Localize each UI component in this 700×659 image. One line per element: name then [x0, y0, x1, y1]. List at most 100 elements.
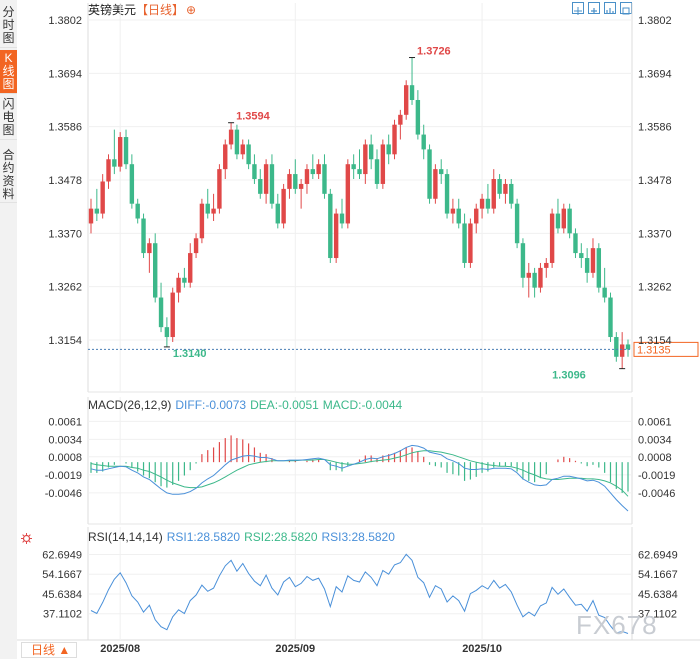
candle-body — [544, 262, 549, 268]
candle-body — [117, 137, 123, 167]
candle-body — [514, 203, 520, 244]
plus-circle-icon[interactable]: ⊕ — [186, 3, 197, 17]
candle-body — [240, 144, 245, 155]
candle-body — [619, 344, 625, 357]
candle-body — [304, 169, 310, 184]
candle-body — [193, 238, 199, 254]
candle-body — [211, 208, 216, 214]
macd-dea-line — [90, 450, 629, 497]
price-tick-label-right: 1.3586 — [638, 122, 672, 134]
macd-tick-label-left: 0.0034 — [48, 434, 82, 446]
candle-body — [450, 208, 456, 214]
chart-title: 英镑美元【日线】 ⊕ — [88, 3, 196, 17]
last-price-box — [633, 341, 699, 357]
price-tick-label-right: 1.3154 — [638, 335, 672, 347]
price-tick-label-left: 1.3802 — [48, 15, 82, 27]
candle-body — [374, 159, 380, 184]
candle-body — [549, 213, 555, 263]
x-tick-label: 2025/09 — [275, 643, 315, 655]
candle-body — [199, 203, 205, 239]
zoom-in-icon[interactable] — [588, 2, 600, 14]
candle-body — [345, 164, 351, 224]
price-tick-label-left: 1.3154 — [48, 335, 82, 347]
macd-tick-label-left: 0.0061 — [48, 416, 82, 428]
macd-tick-label-right: 0.0061 — [638, 416, 672, 428]
candle-body — [106, 159, 111, 182]
candle-body — [433, 169, 438, 199]
macd-tick-label-left: -0.0046 — [45, 488, 82, 500]
macd-tick-label-right: 0.0008 — [638, 452, 672, 464]
rsi3-value: RSI3:28.5820 — [321, 530, 395, 544]
macd-label: MACD(26,12,9) — [88, 398, 172, 412]
tab-contract-info[interactable]: 合约资料 — [0, 147, 17, 203]
macd-dea-value: DEA:-0.0051 — [250, 398, 319, 412]
macd-diff-line — [90, 444, 629, 512]
period-label: 【日线】 — [136, 3, 185, 17]
candle-body — [223, 144, 228, 170]
settings-icon[interactable] — [21, 531, 32, 544]
candle-body — [269, 164, 275, 204]
rsi-tick-label-left: 54.1667 — [42, 569, 82, 581]
candle-body — [538, 267, 543, 288]
candle-body — [176, 277, 181, 293]
rsi-label: RSI(14,14,14) — [88, 530, 163, 544]
rsi-tick-label-right: 54.1667 — [638, 569, 678, 581]
period-selector-button[interactable]: 日线 ▲ — [21, 642, 77, 658]
tab-timeshare[interactable]: 分时图 — [0, 4, 17, 48]
candle-body — [520, 243, 526, 278]
candle-body — [281, 188, 286, 224]
candle-body — [479, 198, 485, 209]
rsi-legend: RSI(14,14,14) RSI1:28.5820 RSI2:28.5820 RSI… — [88, 530, 395, 544]
price-tick-label-left: 1.3694 — [48, 68, 82, 80]
candle-body — [164, 327, 170, 338]
candle-body — [380, 144, 386, 184]
rsi-tick-label-right: 45.6384 — [638, 589, 678, 601]
candle-body — [584, 258, 590, 273]
candle-body — [258, 179, 263, 194]
candle-body — [403, 85, 409, 115]
candle-body — [421, 134, 426, 150]
candle-body — [100, 181, 105, 214]
candle-body — [439, 169, 444, 175]
macd-legend: MACD(26,12,9) DIFF:-0.0073 DEA:-0.0051 MACD… — [88, 398, 402, 412]
candle-body — [228, 129, 234, 145]
candle-body — [608, 297, 613, 338]
chart-type-icon[interactable] — [604, 2, 616, 14]
candle-body — [532, 272, 537, 288]
macd-tick-label-left: -0.0019 — [45, 470, 82, 482]
candle-body — [509, 183, 514, 204]
rsi-tick-label-right: 62.6949 — [638, 549, 678, 561]
candle-body — [234, 129, 240, 155]
price-tick-label-right: 1.3694 — [638, 68, 672, 80]
candle-body — [328, 193, 333, 259]
candle-body — [293, 174, 298, 189]
candle-body — [555, 213, 561, 229]
candle-body — [246, 144, 251, 165]
candle-body — [153, 243, 158, 298]
candle-body — [602, 287, 607, 298]
rsi-tick-label-right: 37.1102 — [638, 609, 677, 621]
candle-body — [468, 223, 473, 263]
high-annotation: 1.3594 — [236, 111, 271, 123]
move-icon[interactable] — [572, 2, 584, 15]
low-annotation: 1.3140 — [173, 348, 207, 360]
x-tick-label: 2025/08 — [100, 643, 140, 655]
tab-kline[interactable]: K线图 — [0, 50, 17, 94]
tab-lightning[interactable]: 闪电图 — [0, 96, 17, 140]
candle-body — [88, 208, 94, 224]
macd-tick-label-right: 0.0034 — [638, 434, 672, 446]
candle-body — [351, 164, 356, 170]
candle-body — [135, 203, 140, 219]
candle-body — [567, 208, 572, 234]
high-annotation: 1.3726 — [417, 46, 451, 58]
candle-body — [316, 164, 321, 175]
macd-diff-value: DIFF:-0.0073 — [175, 398, 247, 412]
candle-body — [129, 164, 135, 204]
candle-body — [275, 203, 280, 224]
candle-body — [427, 149, 432, 199]
candle-body — [287, 174, 292, 189]
candle-body — [614, 337, 619, 357]
candle-body — [526, 272, 531, 278]
sidebar: 分时图 K线图 闪电图 合约资料 — [0, 0, 17, 659]
